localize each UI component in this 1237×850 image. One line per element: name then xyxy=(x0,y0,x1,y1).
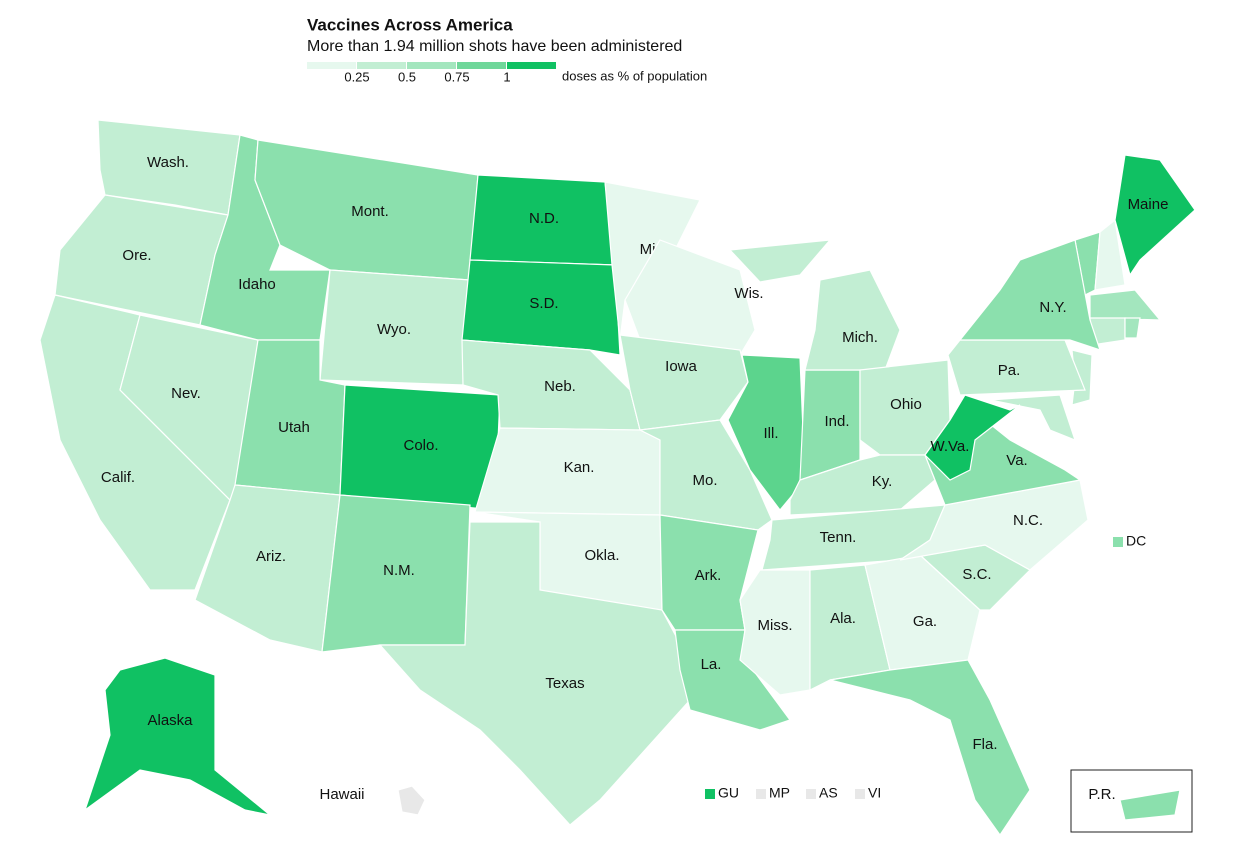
legend-swatch xyxy=(457,62,506,69)
state-label: Miss. xyxy=(758,617,793,634)
state xyxy=(804,269,901,371)
state xyxy=(899,479,1089,571)
state xyxy=(83,657,271,816)
title: Vaccines Across America xyxy=(307,15,513,34)
territory-label: GU xyxy=(718,785,739,801)
state-label: Idaho xyxy=(238,276,276,293)
territory-swatch xyxy=(1113,537,1123,547)
state-label: Alaska xyxy=(147,712,193,729)
small-states xyxy=(728,218,1162,442)
state-label: N.Y. xyxy=(1039,299,1066,316)
legend-swatch xyxy=(307,62,356,69)
legend-label: doses as % of population xyxy=(562,68,707,83)
state xyxy=(1119,789,1181,821)
state-label: Ark. xyxy=(695,567,722,584)
state-label: Mo. xyxy=(692,472,717,489)
legend-swatch xyxy=(507,62,556,69)
state-label: Texas xyxy=(545,675,584,692)
state-label: Ohio xyxy=(890,396,922,413)
state-label: La. xyxy=(701,656,722,673)
legend-swatch xyxy=(407,62,456,69)
legend-swatch xyxy=(357,62,406,69)
state-label: Wash. xyxy=(147,154,189,171)
state-label: Ind. xyxy=(824,413,849,430)
state xyxy=(829,659,1031,837)
state-label: Hawaii xyxy=(319,786,364,803)
state-label: Wis. xyxy=(734,285,763,302)
state-label: Nev. xyxy=(171,385,201,402)
state-label: Mich. xyxy=(842,329,878,346)
state xyxy=(397,785,426,816)
territory-swatch xyxy=(756,789,766,799)
state-label: N.C. xyxy=(1013,512,1043,529)
territory-swatch xyxy=(806,789,816,799)
legend-tick: 0.5 xyxy=(398,69,416,84)
state-label: S.C. xyxy=(962,566,991,583)
state-label: Wyo. xyxy=(377,321,411,338)
state xyxy=(727,354,806,511)
state-label: Va. xyxy=(1006,452,1027,469)
state-label: N.M. xyxy=(383,562,415,579)
state-label: Utah xyxy=(278,419,310,436)
territory-swatch xyxy=(705,789,715,799)
state-label: Calif. xyxy=(101,469,135,486)
territory-label: MP xyxy=(769,785,790,801)
state-label: Tenn. xyxy=(820,529,857,546)
state xyxy=(619,334,749,431)
state-label: W.Va. xyxy=(931,438,970,455)
territory-swatch xyxy=(855,789,865,799)
legend-tick: 0.25 xyxy=(344,69,369,84)
state-label: P.R. xyxy=(1088,786,1115,803)
state-label: Ga. xyxy=(913,613,937,630)
state-label: Ala. xyxy=(830,610,856,627)
state-label: Ill. xyxy=(764,425,779,442)
state-label: Ky. xyxy=(872,473,893,490)
state xyxy=(378,521,691,826)
state-label: Kan. xyxy=(564,459,595,476)
state-label: Ore. xyxy=(122,247,151,264)
state-label: Fla. xyxy=(972,736,997,753)
state-label: Iowa xyxy=(665,358,697,375)
state-label: N.D. xyxy=(529,210,559,227)
legend-tick: 1 xyxy=(503,69,510,84)
state-label: Neb. xyxy=(544,378,576,395)
state xyxy=(924,394,1021,481)
state-label: Pa. xyxy=(998,362,1021,379)
territory-label: AS xyxy=(819,785,838,801)
state xyxy=(1114,154,1196,277)
state xyxy=(637,419,773,531)
state-label: Mont. xyxy=(351,203,389,220)
state xyxy=(947,339,1086,396)
state-label: Maine xyxy=(1128,196,1169,213)
state-label: Colo. xyxy=(403,437,438,454)
legend-tick: 0.75 xyxy=(444,69,469,84)
state xyxy=(958,239,1101,351)
state-label: Ariz. xyxy=(256,548,286,565)
state xyxy=(461,259,621,356)
state-label: S.D. xyxy=(529,295,558,312)
territory-label: VI xyxy=(868,785,881,801)
state-label: Okla. xyxy=(584,547,619,564)
territory-label: DC xyxy=(1126,533,1146,549)
pr-box xyxy=(1070,769,1193,833)
subtitle: More than 1.94 million shots have been a… xyxy=(307,38,682,55)
